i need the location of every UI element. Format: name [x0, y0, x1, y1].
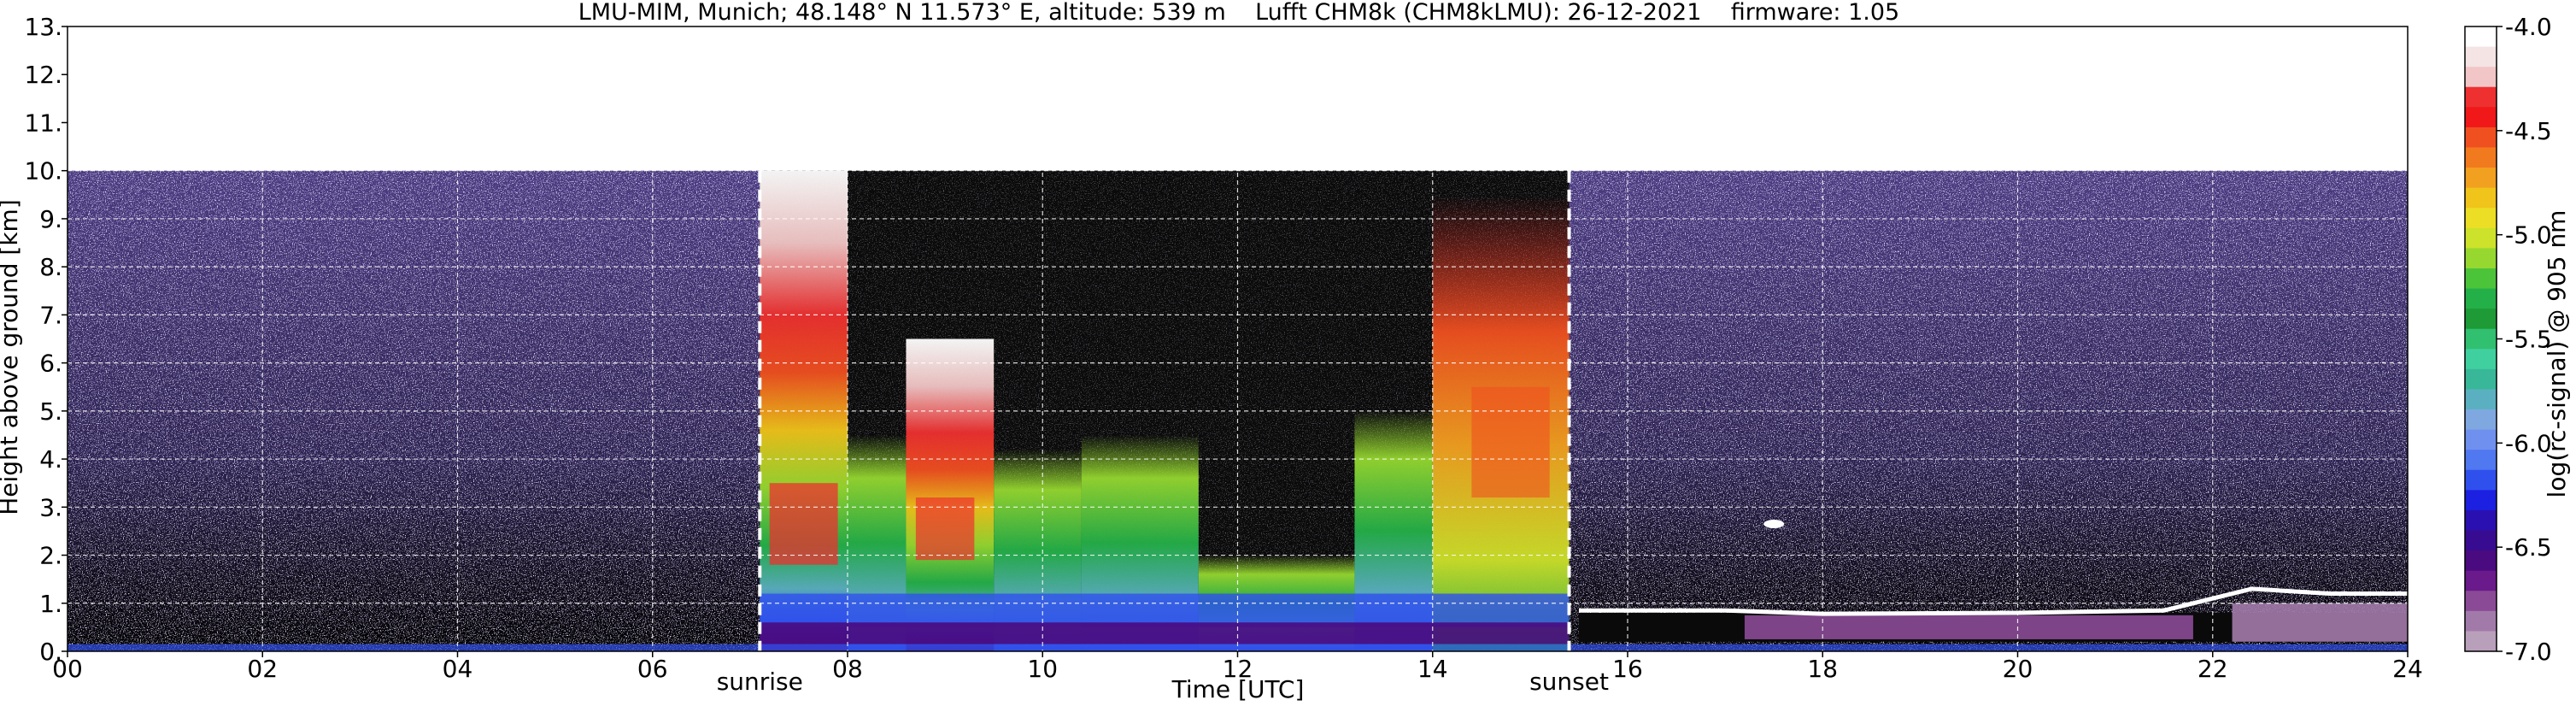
- colorbar-segment: [2465, 147, 2497, 168]
- strong-signal-patch: [769, 483, 838, 565]
- colorbar-segment: [2465, 268, 2497, 290]
- y-tick-label: 3.: [39, 493, 62, 521]
- colorbar-segment: [2465, 126, 2497, 149]
- axis-ticks: 00 02 04 06 08 10 12 14 16 18 20 22 24 0. 1. 2. 3. 4. 5. 6.…: [24, 13, 2422, 683]
- y-tick-label: 11.: [24, 109, 62, 137]
- x-tick-label: 20: [2003, 655, 2033, 683]
- colorbar-segment: [2465, 610, 2497, 632]
- x-tick-label: 00: [52, 655, 83, 683]
- low-cloud-layer: [1744, 615, 2193, 639]
- colorbar-segment: [2465, 429, 2497, 450]
- sunset-label: sunset: [1529, 668, 1609, 696]
- x-tick-label: 24: [2392, 655, 2423, 683]
- colorbar: -4.0 -4.5 -5.0 -5.5 -6.0 -6.5 -7.0: [2464, 13, 2552, 666]
- y-tick-label: 9.: [39, 205, 62, 233]
- colorbar-segment: [2465, 46, 2497, 68]
- cloud-base-line: [1578, 586, 2408, 616]
- y-tick-label: 6.: [39, 350, 62, 378]
- x-tick-label: 02: [247, 655, 278, 683]
- y-tick-label: 8.: [39, 253, 62, 281]
- x-tick-label: 04: [443, 655, 473, 683]
- colorbar-segment: [2465, 368, 2497, 391]
- colorbar-segment: [2465, 107, 2497, 128]
- colorbar-tick-label: -4.5: [2505, 117, 2552, 145]
- colorbar-segment: [2465, 570, 2497, 591]
- signal-plume: [760, 170, 848, 651]
- x-tick-label: 22: [2198, 655, 2228, 683]
- x-tick-label: 12: [1223, 655, 1253, 683]
- x-tick-label: 10: [1027, 655, 1058, 683]
- y-tick-label: 4.: [39, 445, 62, 474]
- colorbar-segment: [2465, 409, 2497, 431]
- y-tick-label: 10.: [24, 157, 62, 185]
- chart-title: LMU-MIM, Munich; 48.148° N 11.573° E, al…: [578, 0, 1899, 26]
- colorbar-tick-label: -7.0: [2505, 638, 2552, 666]
- y-tick-label: 1.: [39, 590, 62, 618]
- colorbar-segment: [2465, 67, 2497, 88]
- y-axis-label: Height above ground [km]: [0, 199, 23, 515]
- y-tick-label: 0.: [39, 638, 62, 666]
- x-tick-label: 18: [1807, 655, 1838, 683]
- colorbar-segment: [2465, 248, 2497, 269]
- x-tick-label: 08: [832, 655, 863, 683]
- y-tick-label: 7.: [39, 301, 62, 329]
- colorbar-segment: [2465, 86, 2497, 108]
- colorbar-segment: [2465, 530, 2497, 551]
- colorbar-segment: [2465, 450, 2497, 471]
- colorbar-segment: [2465, 389, 2497, 410]
- surface-layer-band: [760, 622, 1570, 644]
- colorbar-segment: [2465, 328, 2497, 350]
- colorbar-segment: [2465, 631, 2497, 652]
- colorbar-segment: [2465, 26, 2497, 48]
- x-tick-label: 16: [1612, 655, 1643, 683]
- ground-band: [67, 644, 2408, 651]
- colorbar-label: log(rc-signal) @ 905 nm: [2543, 210, 2571, 498]
- y-tick-label: 12.: [24, 61, 62, 89]
- colorbar-tick-label: -4.0: [2505, 13, 2552, 41]
- colorbar-segment: [2465, 227, 2497, 249]
- x-tick-label: 14: [1417, 655, 1448, 683]
- sunrise-label: sunrise: [717, 668, 803, 696]
- colorbar-segment: [2465, 490, 2497, 511]
- boundary-layer-band: [760, 593, 1570, 627]
- strong-signal-patch: [915, 497, 975, 561]
- strong-signal-patch: [1471, 386, 1550, 498]
- low-cloud-layer: [2232, 603, 2408, 642]
- y-tick-label: 2.: [39, 542, 62, 570]
- x-tick-label: 06: [637, 655, 668, 683]
- colorbar-segment: [2465, 509, 2497, 532]
- colorbar-segment: [2465, 187, 2497, 209]
- colorbar-tick-label: -6.5: [2505, 533, 2552, 562]
- grid: sunrise sunset: [67, 26, 2408, 696]
- x-axis-label: Time [UTC]: [1171, 675, 1305, 703]
- colorbar-segment: [2465, 349, 2497, 370]
- colorbar-segment: [2465, 168, 2497, 189]
- elevated-cloud: [1763, 519, 1785, 528]
- colorbar-segment: [2465, 288, 2497, 309]
- y-tick-label: 5.: [39, 397, 62, 426]
- colorbar-tick-label: -5.5: [2505, 326, 2552, 354]
- colorbar-tick-label: -6.0: [2505, 429, 2552, 457]
- colorbar-segment: [2465, 469, 2497, 491]
- colorbar-segment: [2465, 591, 2497, 612]
- colorbar-segment: [2465, 309, 2497, 330]
- colorbar-segment: [2465, 550, 2497, 572]
- y-tick-label: 13.: [24, 13, 62, 41]
- colorbar-tick-label: -5.0: [2505, 221, 2552, 250]
- colorbar-segment: [2465, 208, 2497, 229]
